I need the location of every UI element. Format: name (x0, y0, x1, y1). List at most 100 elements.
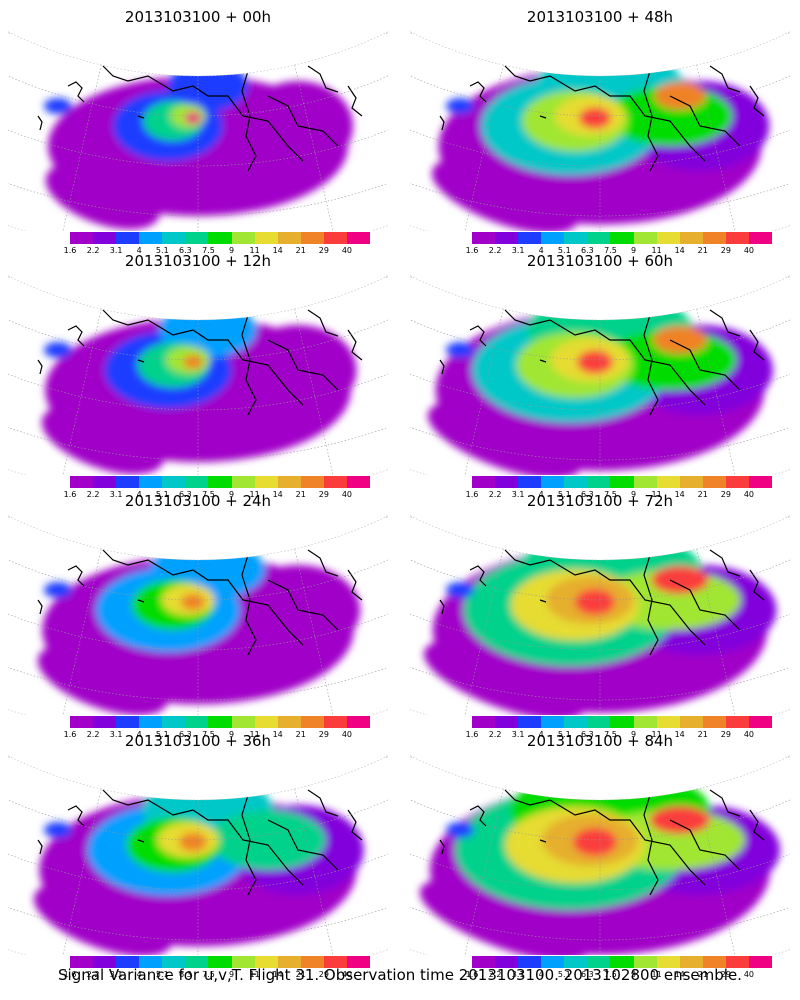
field-west-spot (44, 582, 72, 598)
meridian-gridline (788, 32, 790, 37)
coastline (37, 599, 43, 615)
coastline (709, 549, 741, 577)
colorbar-swatch (139, 716, 163, 728)
field-peak (579, 107, 611, 129)
meridian-gridline (410, 756, 412, 761)
coastline (504, 789, 706, 886)
colorbar-labels: 1.6 2.2 3.1 4 5.1 6.3 7.5 9 11 14 21 29 40 (64, 490, 370, 500)
colorbar-swatch (185, 716, 209, 728)
colorbar-label: 14 (674, 246, 685, 255)
coastline (469, 325, 487, 347)
colorbar-swatch (300, 232, 324, 244)
colorbar-swatch (725, 956, 749, 968)
coastline (749, 569, 765, 601)
forecast-panel: 2013103100 + 48h 1.6 2.2 3.1 4 5.1 6.3 7.5 9 11 14… (410, 8, 790, 256)
colorbar-label: 11 (249, 730, 260, 739)
colorbar-swatch (610, 956, 634, 968)
panel-title: 2013103100 + 12h (124, 252, 272, 270)
coastline (267, 579, 339, 631)
colorbar-label: 6.3 (581, 730, 594, 739)
colorbar-label: 40 (341, 970, 353, 979)
field-peak (185, 112, 201, 124)
coastline (137, 115, 145, 119)
field-west-spot (44, 342, 72, 358)
variance-map (8, 755, 388, 955)
colorbar-label: 6.3 (179, 970, 192, 979)
colorbar-label: 29 (720, 730, 731, 739)
coastline (267, 819, 339, 871)
colorbar-label: 3.1 (511, 730, 525, 739)
colorbar-labels: 1.6 2.2 3.1 4 5.1 6.3 7.5 9 11 14 21 29 40 (466, 730, 772, 740)
colorbar-label: 7.5 (202, 970, 215, 979)
colorbar-label: 1.6 (63, 730, 77, 739)
coastline (137, 839, 145, 843)
coastline (624, 35, 686, 67)
colorbar-label: 3.1 (511, 490, 525, 499)
colorbar-swatch (633, 956, 657, 968)
colorbar-label: 4 (136, 730, 142, 739)
colorbar-swatch (277, 232, 301, 244)
field-west-spot (446, 822, 474, 838)
colorbar-label: 40 (341, 246, 353, 255)
colorbar-label: 7.5 (604, 730, 617, 739)
coastline (347, 85, 363, 117)
colorbar-labels: 1.6 2.2 3.1 4 5.1 6.3 7.5 9 11 14 21 29 40 (64, 246, 370, 256)
meridian-gridline (8, 756, 10, 761)
colorbar-label: 1.6 (465, 970, 479, 979)
coastline (504, 65, 706, 162)
colorbar-swatch (702, 232, 726, 244)
colorbar-label: 11 (651, 490, 662, 499)
coastline (749, 329, 765, 361)
colorbar-swatch (748, 956, 773, 968)
colorbar-swatch (610, 232, 634, 244)
colorbar-label: 4 (538, 730, 544, 739)
colorbar-swatch (300, 716, 324, 728)
panel-title: 2013103100 + 24h (124, 492, 272, 510)
colorbar-swatch (70, 956, 94, 968)
colorbar-labels: 1.6 2.2 3.1 4 5.1 6.3 7.5 9 11 14 21 29 40 (466, 490, 772, 500)
colorbar-labels: 1.6 2.2 3.1 4 5.1 6.3 7.5 9 11 14 21 29 40 (466, 246, 772, 256)
colorbar-label: 14 (674, 970, 685, 979)
colorbar-label: 3.1 (109, 730, 123, 739)
panel-title: 2013103100 + 36h (124, 732, 272, 750)
forecast-panel: 2013103100 + 60h 1.6 2.2 3.1 4 5.1 6.3 7.5 9 11 14… (410, 252, 790, 500)
colorbar-label: 40 (341, 730, 353, 739)
meridian-gridline (386, 276, 388, 281)
colorbar-label: 40 (743, 490, 755, 499)
colorbar-label: 7.5 (202, 730, 215, 739)
colorbar-swatch (472, 476, 496, 488)
colorbar-label: 9 (228, 490, 235, 499)
coastline (469, 81, 487, 103)
coastline (307, 309, 339, 337)
colorbar-swatch (93, 956, 117, 968)
colorbar-swatch (472, 956, 496, 968)
colorbar-swatch (518, 232, 542, 244)
variance-field (427, 294, 773, 475)
colorbar-label: 5.1 (557, 490, 571, 499)
colorbar-label: 5.1 (155, 730, 169, 739)
field-peak (577, 350, 613, 374)
colorbar-label: 4 (136, 246, 142, 255)
colorbar-label: 9 (630, 490, 637, 499)
colorbar-label: 5.1 (155, 246, 169, 255)
panel-title: 2013103100 + 00h (124, 8, 272, 26)
coastline (67, 81, 85, 103)
colorbar-label: 21 (295, 490, 306, 499)
variance-field (44, 61, 353, 230)
colorbar-swatch (185, 956, 209, 968)
colorbar-swatch (518, 476, 542, 488)
colorbar (70, 232, 371, 244)
meridian-gridline (410, 516, 412, 521)
coastline (267, 339, 339, 391)
meridian-gridline (386, 756, 388, 761)
field-west-spot (446, 98, 474, 114)
colorbar-label: 2.2 (86, 246, 100, 255)
colorbar-swatch (93, 476, 117, 488)
colorbar-label: 2.2 (488, 970, 502, 979)
colorbar-swatch (541, 716, 565, 728)
colorbar-labels: 1.6 2.2 3.1 4 5.1 6.3 7.5 9 11 14 21 29 40 (64, 730, 370, 740)
colorbar-swatch (254, 716, 278, 728)
coastline (241, 554, 257, 656)
coastline (469, 805, 487, 827)
colorbar-labels: 1.6 2.2 3.1 4 5.1 6.3 7.5 9 11 14 21 29 40 (64, 970, 370, 980)
